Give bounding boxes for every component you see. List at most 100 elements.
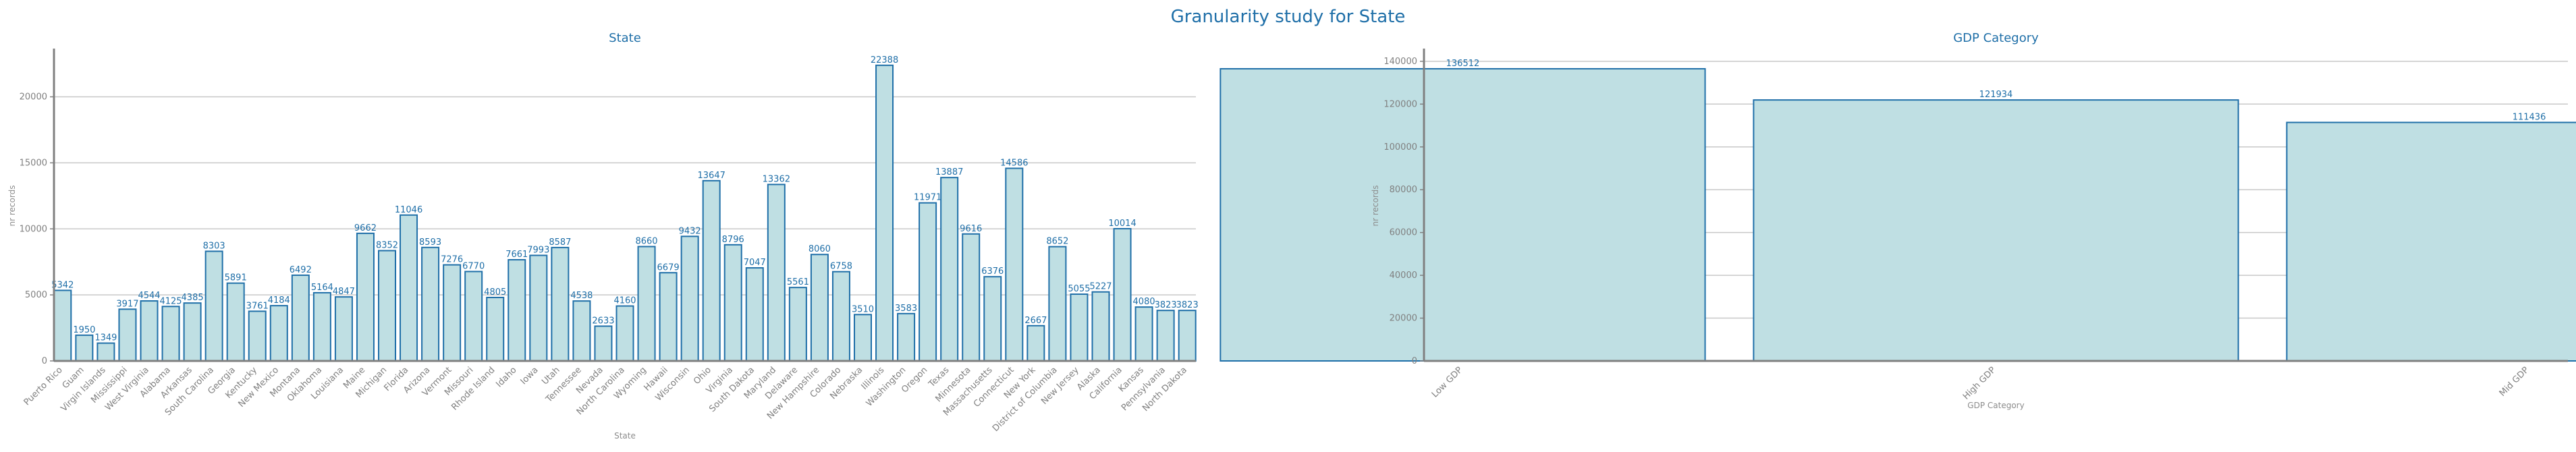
- data-label-kentucky: 3761: [246, 301, 269, 311]
- data-label-massachusetts: 6376: [981, 266, 1004, 277]
- panel-title: GDP Category: [1953, 31, 2039, 45]
- bar-iowa: [529, 254, 548, 362]
- data-label-puerto-rico: 5342: [51, 280, 74, 290]
- bar-texas: [940, 177, 959, 362]
- y-tick-label: 5000: [25, 290, 47, 300]
- data-label-west-virginia: 4544: [138, 291, 160, 301]
- data-label-district-of-columbia: 8652: [1046, 237, 1068, 247]
- bar-maine: [356, 232, 375, 362]
- x-tick-label-iowa: Iowa: [519, 365, 541, 387]
- bar-south-dakota: [745, 267, 764, 362]
- bar-michigan: [378, 250, 396, 362]
- bar-tennessee: [572, 300, 591, 362]
- data-label-delaware: 5561: [787, 277, 809, 287]
- bar-california: [1113, 227, 1132, 362]
- bar-delaware: [788, 287, 807, 362]
- data-label-north-dakota: 3823: [1176, 300, 1199, 310]
- bar-virgin-islands: [97, 342, 115, 362]
- y-tick-label: 15000: [20, 158, 47, 168]
- bar-connecticut: [1005, 167, 1024, 362]
- bar-florida: [400, 214, 418, 362]
- data-label-idaho: 7661: [505, 250, 528, 260]
- data-label-oregon: 11971: [914, 193, 941, 203]
- x-tick-label-puerto-rico: Puerto Rico: [22, 365, 65, 407]
- data-label-virgin-islands: 1349: [94, 333, 117, 343]
- y-axis-label: nr records: [7, 186, 17, 227]
- bar-new-jersey: [1070, 293, 1089, 362]
- data-label-arkansas: 4385: [182, 293, 204, 303]
- bar-ohio: [702, 179, 721, 362]
- panel-title: State: [609, 31, 641, 45]
- data-label-new-mexico: 4184: [268, 295, 290, 306]
- x-axis-label: GDP Category: [1967, 401, 2024, 410]
- data-label-north-carolina: 4160: [613, 296, 636, 306]
- bar-new-hampshire: [810, 254, 829, 362]
- y-tick-label: 20000: [20, 92, 47, 103]
- bar-kansas: [1134, 306, 1153, 362]
- y-tick-label: 120000: [1383, 99, 1417, 109]
- data-label-new-hampshire: 8060: [809, 244, 831, 254]
- bar-kentucky: [248, 310, 267, 362]
- bar-nebraska: [854, 314, 872, 362]
- data-label-washington: 3583: [895, 304, 917, 314]
- data-label-mid-gdp: 111436: [2513, 112, 2546, 122]
- y-tick-label: 60000: [1390, 228, 1417, 238]
- data-label-vermont: 7276: [441, 255, 463, 265]
- data-label-arizona: 8593: [419, 237, 441, 248]
- data-label-louisiana: 4847: [333, 287, 355, 297]
- bar-north-dakota: [1178, 310, 1197, 362]
- bar-wyoming: [637, 246, 656, 362]
- x-tick-label-idaho: Idaho: [494, 365, 518, 389]
- data-label-alabama: 4125: [159, 296, 182, 306]
- data-label-michigan: 8352: [376, 241, 398, 251]
- data-label-connecticut: 14586: [1000, 158, 1028, 168]
- bar-colorado: [831, 271, 850, 362]
- data-label-high-gdp: 121934: [1979, 90, 2013, 100]
- data-label-kansas: 4080: [1133, 297, 1155, 307]
- data-label-rhode-island: 4805: [484, 287, 506, 298]
- bar-hawaii: [659, 272, 678, 362]
- data-label-nevada: 2633: [592, 316, 614, 326]
- bar-montana: [291, 274, 310, 362]
- bar-west-virginia: [140, 300, 159, 362]
- data-label-texas: 13887: [935, 167, 963, 177]
- data-label-south-dakota: 7047: [744, 258, 766, 268]
- bar-georgia: [226, 282, 245, 362]
- data-label-iowa: 7993: [527, 246, 549, 256]
- y-tick-label: 40000: [1390, 271, 1417, 281]
- bar-new-york: [1026, 324, 1045, 362]
- bar-pennsylvania: [1156, 310, 1175, 362]
- bar-new-mexico: [269, 305, 288, 362]
- data-label-illinois: 22388: [871, 55, 898, 65]
- x-tick-label-low-gdp: Low GDP: [1430, 365, 1464, 399]
- y-tick-label: 10000: [20, 224, 47, 234]
- figure-title: Granularity study for State: [1170, 7, 1406, 27]
- y-tick-label: 0: [1412, 356, 1417, 366]
- bar-nevada: [594, 325, 613, 362]
- y-tick-label: 80000: [1390, 185, 1417, 195]
- bar-rhode-island: [486, 296, 505, 362]
- bar-idaho: [508, 259, 526, 362]
- bar-oregon: [919, 202, 937, 362]
- bar-puerto-rico: [53, 289, 72, 362]
- bar-alaska: [1091, 291, 1110, 362]
- x-tick-label-high-gdp: High GDP: [1961, 365, 1998, 402]
- data-label-montana: 6492: [290, 265, 312, 275]
- data-label-oklahoma: 5164: [311, 283, 333, 293]
- data-label-new-jersey: 5055: [1068, 284, 1090, 294]
- data-label-alaska: 5227: [1089, 282, 1112, 292]
- bar-high-gdp: [1753, 99, 2239, 362]
- bar-district-of-columbia: [1048, 246, 1067, 362]
- data-label-tennessee: 4538: [570, 291, 593, 301]
- data-label-nebraska: 3510: [852, 304, 874, 314]
- bar-illinois: [875, 64, 894, 362]
- y-axis-label: nr records: [1371, 186, 1380, 227]
- bar-arkansas: [183, 302, 202, 362]
- data-label-new-york: 2667: [1024, 316, 1047, 326]
- x-tick-label-mid-gdp: Mid GDP: [2498, 365, 2531, 399]
- gdp-category-chart: 136512 121934 111436 0 20000 40000 60000 80000 1…: [1220, 31, 2576, 410]
- data-label-maine: 9662: [354, 223, 377, 233]
- bar-mississippi: [118, 308, 137, 362]
